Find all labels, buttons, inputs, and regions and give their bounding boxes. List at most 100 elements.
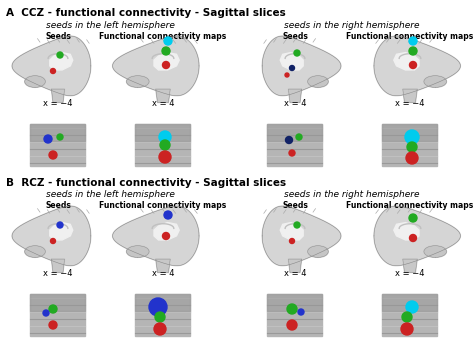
Ellipse shape bbox=[127, 246, 149, 257]
Text: Seeds: Seeds bbox=[282, 32, 308, 41]
Text: x = −4: x = −4 bbox=[43, 269, 73, 278]
FancyBboxPatch shape bbox=[136, 124, 191, 166]
FancyBboxPatch shape bbox=[383, 294, 438, 336]
Circle shape bbox=[294, 50, 300, 56]
Circle shape bbox=[164, 37, 172, 45]
FancyBboxPatch shape bbox=[267, 124, 322, 141]
Ellipse shape bbox=[308, 246, 328, 257]
Ellipse shape bbox=[424, 76, 447, 87]
FancyBboxPatch shape bbox=[30, 124, 85, 141]
Circle shape bbox=[43, 310, 49, 316]
Polygon shape bbox=[289, 259, 301, 273]
Circle shape bbox=[285, 137, 292, 144]
Polygon shape bbox=[113, 206, 199, 266]
Text: Seeds: Seeds bbox=[282, 201, 308, 210]
Circle shape bbox=[162, 47, 170, 55]
Polygon shape bbox=[156, 89, 170, 102]
FancyBboxPatch shape bbox=[267, 294, 322, 336]
Circle shape bbox=[57, 222, 63, 228]
Text: Functional connectivity maps: Functional connectivity maps bbox=[100, 32, 227, 41]
Text: x = 4: x = 4 bbox=[152, 269, 174, 278]
Polygon shape bbox=[154, 53, 179, 70]
Polygon shape bbox=[154, 222, 179, 240]
Circle shape bbox=[409, 37, 417, 45]
Ellipse shape bbox=[25, 76, 46, 87]
Text: x = −4: x = −4 bbox=[395, 269, 425, 278]
Circle shape bbox=[409, 47, 417, 55]
Circle shape bbox=[163, 233, 170, 239]
Circle shape bbox=[159, 151, 171, 163]
Polygon shape bbox=[394, 222, 419, 240]
FancyBboxPatch shape bbox=[30, 294, 85, 336]
Circle shape bbox=[296, 134, 302, 140]
Circle shape bbox=[409, 214, 417, 222]
Polygon shape bbox=[113, 36, 199, 96]
Circle shape bbox=[289, 150, 295, 156]
Ellipse shape bbox=[308, 76, 328, 87]
FancyBboxPatch shape bbox=[267, 124, 322, 166]
Text: x = 4: x = 4 bbox=[284, 99, 306, 108]
Circle shape bbox=[49, 305, 57, 313]
Text: Functional connectivity maps: Functional connectivity maps bbox=[346, 32, 474, 41]
Circle shape bbox=[57, 134, 63, 140]
FancyBboxPatch shape bbox=[136, 294, 191, 311]
Circle shape bbox=[290, 239, 294, 244]
Polygon shape bbox=[289, 89, 301, 102]
FancyBboxPatch shape bbox=[267, 294, 322, 311]
Circle shape bbox=[49, 151, 57, 159]
Circle shape bbox=[405, 130, 419, 144]
Circle shape bbox=[49, 321, 57, 329]
Circle shape bbox=[155, 312, 165, 322]
Circle shape bbox=[290, 66, 294, 71]
Circle shape bbox=[57, 52, 63, 58]
Circle shape bbox=[410, 61, 417, 68]
Polygon shape bbox=[262, 36, 341, 96]
Polygon shape bbox=[262, 206, 341, 266]
FancyBboxPatch shape bbox=[136, 124, 191, 141]
Circle shape bbox=[159, 131, 171, 143]
Circle shape bbox=[407, 142, 417, 152]
Circle shape bbox=[406, 301, 418, 313]
Text: Seeds: Seeds bbox=[45, 32, 71, 41]
FancyBboxPatch shape bbox=[136, 294, 191, 336]
Text: Functional connectivity maps: Functional connectivity maps bbox=[100, 201, 227, 210]
Ellipse shape bbox=[127, 76, 149, 87]
Circle shape bbox=[287, 304, 297, 314]
Circle shape bbox=[410, 234, 417, 241]
Circle shape bbox=[163, 61, 170, 68]
FancyBboxPatch shape bbox=[30, 124, 85, 166]
Circle shape bbox=[51, 68, 55, 73]
Circle shape bbox=[294, 222, 300, 228]
Circle shape bbox=[164, 211, 172, 219]
Polygon shape bbox=[156, 259, 170, 273]
Ellipse shape bbox=[424, 246, 447, 257]
Polygon shape bbox=[374, 36, 460, 96]
Circle shape bbox=[401, 323, 413, 335]
FancyBboxPatch shape bbox=[30, 294, 85, 311]
Circle shape bbox=[51, 239, 55, 244]
Circle shape bbox=[402, 312, 412, 322]
Circle shape bbox=[160, 140, 170, 150]
Polygon shape bbox=[50, 222, 73, 240]
Text: seeds in the left hemisphere: seeds in the left hemisphere bbox=[46, 190, 174, 199]
FancyBboxPatch shape bbox=[383, 124, 438, 166]
Circle shape bbox=[149, 298, 167, 316]
Ellipse shape bbox=[25, 246, 46, 257]
Polygon shape bbox=[12, 36, 91, 96]
Polygon shape bbox=[52, 89, 64, 102]
Circle shape bbox=[154, 323, 166, 335]
Circle shape bbox=[406, 152, 418, 164]
Polygon shape bbox=[394, 53, 419, 70]
Text: x = 4: x = 4 bbox=[152, 99, 174, 108]
Text: B  RCZ - functional connectivity - Sagittal slices: B RCZ - functional connectivity - Sagitt… bbox=[6, 178, 286, 188]
Polygon shape bbox=[50, 53, 73, 70]
FancyBboxPatch shape bbox=[383, 124, 438, 141]
Polygon shape bbox=[52, 259, 64, 273]
Text: A  CCZ - functional connectivity - Sagittal slices: A CCZ - functional connectivity - Sagitt… bbox=[6, 8, 286, 18]
Text: seeds in the left hemisphere: seeds in the left hemisphere bbox=[46, 21, 174, 30]
Polygon shape bbox=[280, 53, 303, 70]
Polygon shape bbox=[374, 206, 460, 266]
Polygon shape bbox=[280, 222, 303, 240]
Text: x = −4: x = −4 bbox=[395, 99, 425, 108]
Text: seeds in the right hemisphere: seeds in the right hemisphere bbox=[284, 21, 420, 30]
